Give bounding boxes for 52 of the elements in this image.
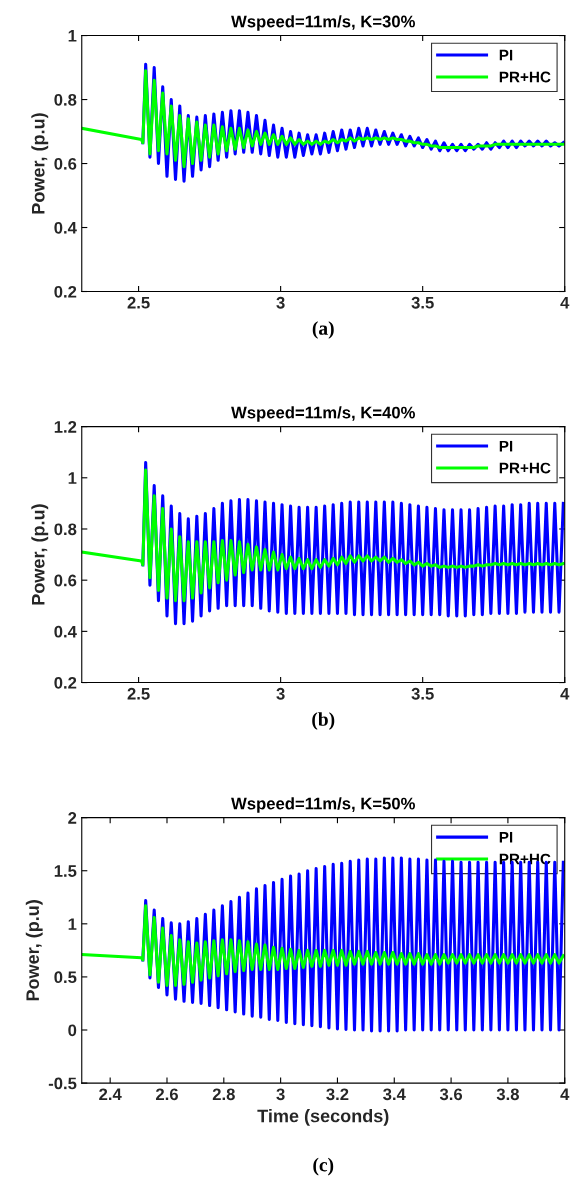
text: (a) xyxy=(312,321,334,339)
y-tick-label: 0.8 xyxy=(54,93,77,106)
y-axis-title: Power, (p.u) xyxy=(25,900,43,1001)
legend-label: PR+HC xyxy=(499,71,551,83)
y-tick-label: 1 xyxy=(68,472,77,484)
line-series xyxy=(81,904,565,987)
y-tick-label: 0.4 xyxy=(54,221,77,234)
y-tick-label: 1.5 xyxy=(54,865,77,877)
x-tick-label: 3.5 xyxy=(411,296,434,309)
y-tick-label: 0.4 xyxy=(54,625,77,638)
x-tick-label: 3.8 xyxy=(496,1088,519,1101)
legend-label: PI xyxy=(499,831,513,843)
legend-label: PR+HC xyxy=(499,462,551,474)
y-tick-label: 1.2 xyxy=(54,421,77,433)
line-series xyxy=(81,69,565,169)
y-tick-label: 0 xyxy=(68,1024,77,1037)
chart-title: Wspeed=11m/s, K=40% xyxy=(231,406,415,422)
legend-label: PI xyxy=(499,49,513,61)
x-tick-label: 3.4 xyxy=(383,1088,406,1101)
chart-title: Wspeed=11m/s, K=50% xyxy=(231,797,415,813)
text: (c) xyxy=(313,1157,334,1176)
y-tick-label: 0.5 xyxy=(54,971,77,984)
y-axis-title: Power, (p.u) xyxy=(31,113,49,214)
y-tick-label: 0.6 xyxy=(54,574,77,587)
text: (b) xyxy=(312,712,335,730)
x-tick-label: 2.8 xyxy=(212,1088,235,1101)
y-tick-label: 2 xyxy=(68,812,77,824)
x-tick-label: 4 xyxy=(560,1088,570,1101)
y-tick-label: -0.5 xyxy=(48,1077,77,1090)
x-tick-label: 2.5 xyxy=(127,296,150,309)
x-tick-label: 2.6 xyxy=(155,1088,178,1101)
y-axis-title: Power, (p.u) xyxy=(31,504,49,605)
x-tick-label: 4 xyxy=(560,688,570,700)
legend-label: PI xyxy=(499,440,513,452)
x-tick-label: 2.4 xyxy=(99,1088,122,1101)
x-tick-label: 3 xyxy=(276,296,285,309)
legend-label: PR+HC xyxy=(499,853,551,865)
x-axis-title: Time (seconds) xyxy=(257,1109,389,1126)
x-tick-label: 3.2 xyxy=(326,1088,349,1101)
y-tick-label: 1 xyxy=(68,30,77,42)
x-tick-label: 3.6 xyxy=(439,1088,463,1101)
x-tick-label: 3.5 xyxy=(411,687,434,700)
y-tick-label: 0.6 xyxy=(54,157,77,170)
x-tick-label: 3 xyxy=(276,1088,285,1101)
y-tick-label: 0.8 xyxy=(54,523,77,536)
chart-title: Wspeed=11m/s, K=30% xyxy=(231,15,415,31)
y-tick-label: 0.2 xyxy=(54,285,77,298)
x-tick-label: 2.5 xyxy=(127,687,150,700)
y-tick-label: 0.2 xyxy=(54,676,77,689)
x-tick-label: 3 xyxy=(276,687,285,700)
x-tick-label: 4 xyxy=(560,296,570,309)
y-tick-label: 1 xyxy=(68,918,77,930)
